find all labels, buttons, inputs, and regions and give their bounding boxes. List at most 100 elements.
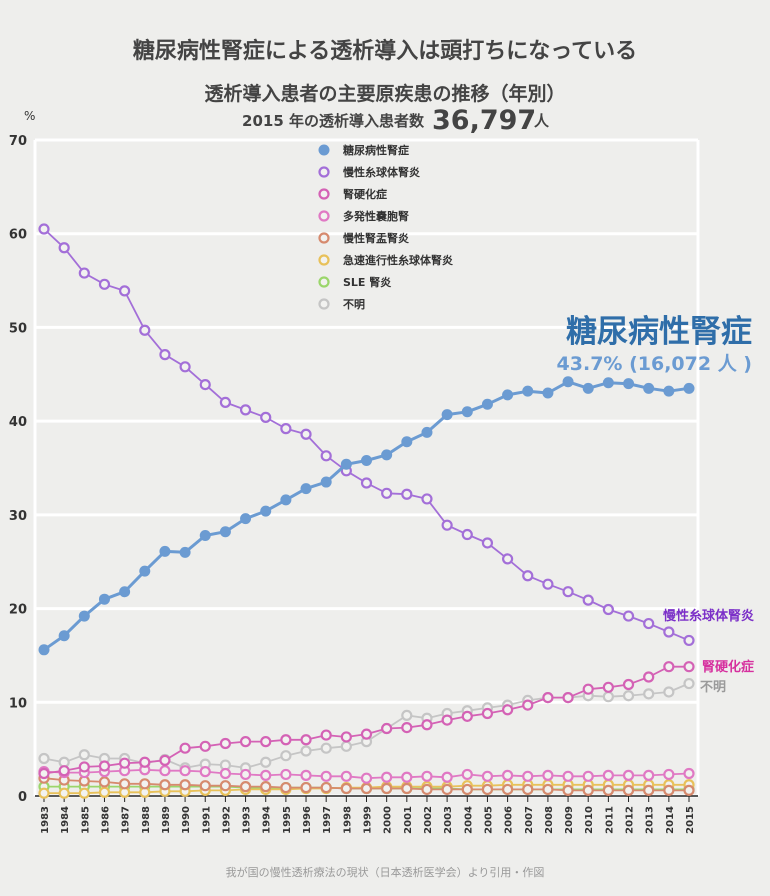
x-tick-label-2008: 2008 xyxy=(544,806,555,834)
patients-prefix: 2015 年の透析導入患者数 xyxy=(242,112,425,130)
data-point xyxy=(179,742,191,754)
data-point xyxy=(522,570,534,582)
data-point xyxy=(502,389,514,401)
data-point xyxy=(582,382,594,394)
y-axis-label: % xyxy=(24,109,35,123)
legend-label-3: 多発性嚢胞腎 xyxy=(343,209,409,223)
x-tick-label-1995: 1995 xyxy=(282,806,293,834)
x-tick-label-2001: 2001 xyxy=(403,806,414,834)
data-point xyxy=(542,783,554,796)
data-point xyxy=(562,691,574,704)
data-point xyxy=(622,690,635,702)
data-point xyxy=(481,707,494,720)
data-point xyxy=(643,688,655,700)
data-point xyxy=(260,736,272,748)
data-point xyxy=(240,513,252,525)
x-tick-label-1986: 1986 xyxy=(100,806,111,834)
data-point xyxy=(300,769,312,781)
data-point xyxy=(461,406,473,418)
data-point xyxy=(38,767,50,780)
data-point xyxy=(360,477,373,489)
data-point xyxy=(602,681,614,693)
y-tick-label-0: 0 xyxy=(18,790,27,805)
y-tick-label-50: 50 xyxy=(9,321,27,336)
data-point xyxy=(58,787,70,799)
x-tick-label-1999: 1999 xyxy=(363,806,374,834)
data-point xyxy=(360,728,373,740)
data-point xyxy=(381,782,393,795)
series-3 xyxy=(38,764,695,784)
data-point xyxy=(663,784,675,796)
data-point xyxy=(663,626,675,638)
data-point xyxy=(582,594,594,606)
data-point xyxy=(98,776,111,788)
patients-suffix: 人 xyxy=(534,112,550,130)
data-point xyxy=(98,593,110,605)
legend-label-1: 慢性糸球体腎炎 xyxy=(343,165,420,179)
data-point xyxy=(78,610,90,622)
data-point xyxy=(602,691,614,703)
data-point xyxy=(78,749,90,761)
data-point xyxy=(401,771,413,783)
data-point xyxy=(441,714,453,726)
data-point xyxy=(481,783,494,796)
data-point xyxy=(542,691,554,704)
data-point xyxy=(562,784,574,796)
x-tick-label-1993: 1993 xyxy=(242,806,253,834)
data-point xyxy=(501,783,514,796)
legend-label-5: 急速進行性糸球体腎炎 xyxy=(343,253,453,267)
data-point xyxy=(199,740,211,752)
data-point xyxy=(663,686,675,698)
x-tick-label-1984: 1984 xyxy=(60,806,71,834)
data-point xyxy=(280,750,292,762)
data-point xyxy=(38,752,50,765)
data-point xyxy=(461,528,473,541)
x-tick-label-1991: 1991 xyxy=(201,806,212,834)
data-point xyxy=(219,780,232,792)
x-tick-label-2011: 2011 xyxy=(604,806,615,834)
legend-marker-6 xyxy=(318,276,330,288)
legend-marker-1 xyxy=(318,166,330,178)
data-point xyxy=(622,678,635,691)
annotation-glomerulo: 慢性糸球体腎炎 xyxy=(663,608,754,624)
data-point xyxy=(481,537,494,549)
data-point xyxy=(219,737,232,750)
data-point xyxy=(58,630,70,642)
data-point xyxy=(622,610,635,622)
legend-marker-0 xyxy=(318,144,330,156)
data-point xyxy=(119,778,131,790)
data-point xyxy=(461,768,473,781)
data-point xyxy=(159,779,171,791)
x-tick-label-1989: 1989 xyxy=(161,806,172,834)
data-point xyxy=(320,476,332,488)
data-point xyxy=(562,586,574,598)
data-point xyxy=(562,770,574,782)
data-point xyxy=(582,784,594,796)
data-point xyxy=(38,644,50,656)
data-point xyxy=(542,769,554,781)
data-point xyxy=(139,324,151,336)
data-point xyxy=(421,426,433,438)
data-point xyxy=(139,756,151,768)
data-point xyxy=(320,781,332,794)
data-point xyxy=(683,767,695,780)
x-tick-label-2006: 2006 xyxy=(504,806,515,834)
series-1 xyxy=(38,223,695,647)
data-point xyxy=(421,719,433,731)
data-point xyxy=(401,709,413,722)
data-point xyxy=(280,494,292,506)
data-point xyxy=(481,398,493,410)
x-tick-label-2012: 2012 xyxy=(625,806,636,834)
data-point xyxy=(522,699,534,711)
data-point xyxy=(219,526,231,538)
x-tick-label-2015: 2015 xyxy=(685,806,696,834)
data-point xyxy=(582,683,594,695)
data-point xyxy=(320,742,332,754)
x-tick-label-2002: 2002 xyxy=(423,806,434,834)
patients-line: 2015 年の透析導入患者数 36,797 人 xyxy=(242,105,550,136)
x-tick-label-2007: 2007 xyxy=(524,806,535,834)
data-point xyxy=(522,783,534,796)
data-point xyxy=(159,754,171,766)
data-point xyxy=(300,428,312,440)
